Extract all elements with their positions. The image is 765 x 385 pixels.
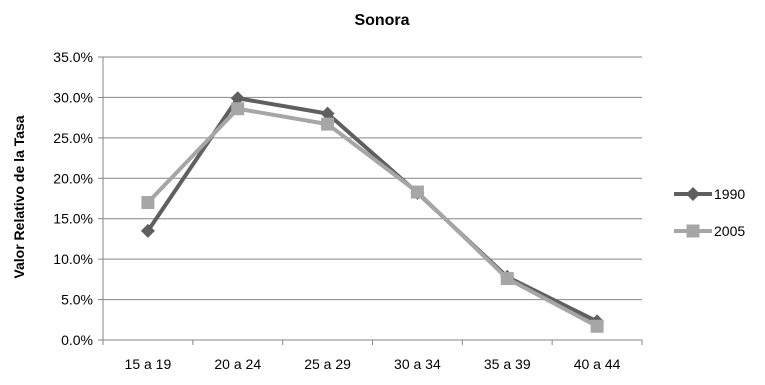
data-point — [590, 319, 604, 333]
x-tick-label: 20 a 24 — [214, 356, 261, 372]
legend-item: 1990 — [674, 186, 745, 202]
data-point — [141, 196, 155, 210]
y-axis-label: Valor Relativo de la Tasa — [11, 115, 27, 278]
series-line — [146, 106, 599, 329]
x-tick-label: 35 a 39 — [484, 356, 531, 372]
x-tick-label: 40 a 44 — [574, 356, 621, 372]
data-point — [230, 91, 245, 106]
series — [140, 91, 605, 333]
legend-label: 1990 — [714, 186, 745, 202]
x-tick-labels: 15 a 19 20 a 24 25 a 29 30 a 34 35 a 39 40 a … — [125, 356, 621, 372]
y-tick-label: 10.0% — [53, 251, 93, 267]
legend-label: 2005 — [714, 223, 745, 239]
data-point — [321, 117, 335, 131]
legend: 1990 2005 — [674, 186, 745, 239]
y-tick-label: 15.0% — [53, 211, 93, 227]
y-tick-label: 35.0% — [53, 49, 93, 65]
legend-marker — [686, 224, 700, 238]
axes — [98, 56, 643, 345]
data-point — [231, 102, 245, 116]
legend-item: 2005 — [674, 223, 745, 239]
legend-marker — [686, 187, 700, 201]
data-point — [410, 185, 424, 199]
chart-title: Sonora — [354, 12, 409, 29]
x-tick-label: 30 a 34 — [394, 356, 441, 372]
y-tick-label: 20.0% — [53, 170, 93, 186]
data-point — [140, 223, 155, 238]
y-tick-label: 5.0% — [61, 292, 93, 308]
data-point — [500, 272, 514, 286]
y-tick-label: 25.0% — [53, 130, 93, 146]
y-tick-label: 0.0% — [61, 332, 93, 348]
gridlines — [103, 56, 642, 301]
series-2005 — [141, 102, 604, 333]
y-tick-labels: 0.0% 5.0% 10.0% 15.0% 20.0% 25.0% 30.0% 35.0% — [53, 49, 93, 348]
x-tick-label: 25 a 29 — [304, 356, 351, 372]
data-point — [320, 106, 335, 121]
x-tick-label: 15 a 19 — [125, 356, 172, 372]
y-tick-label: 30.0% — [53, 89, 93, 105]
